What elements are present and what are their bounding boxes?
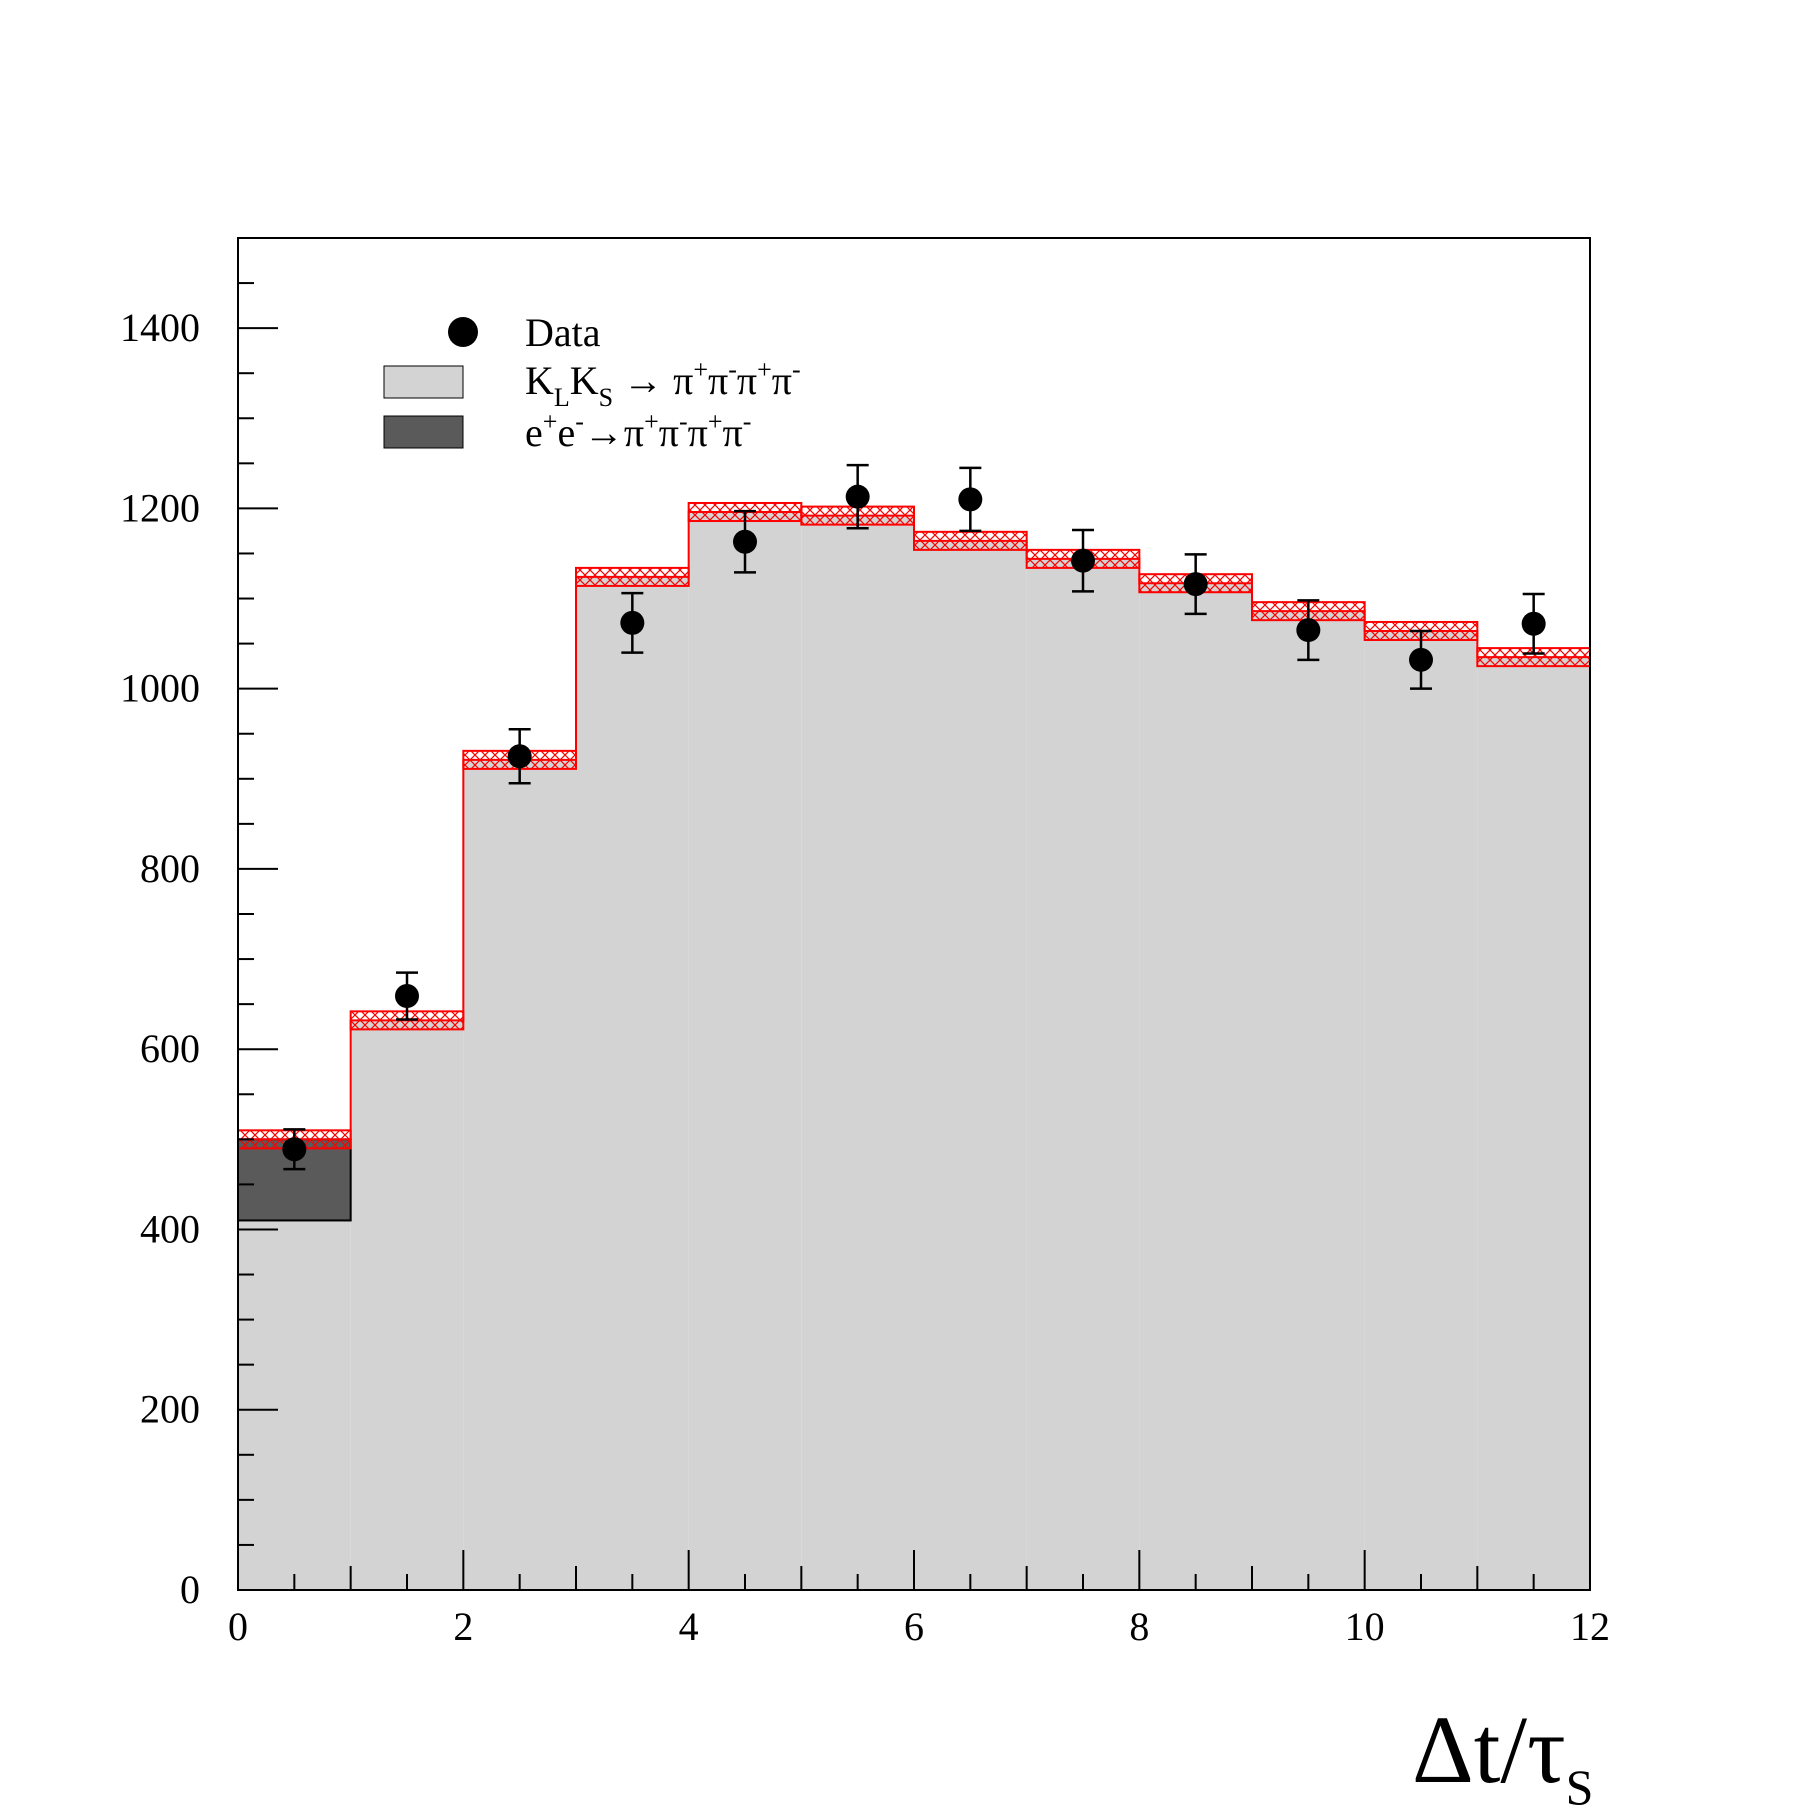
x-tick-label: 8 — [1129, 1604, 1149, 1649]
data-point — [1183, 572, 1208, 597]
data-points — [282, 463, 1546, 1171]
mc-bin — [801, 515, 914, 1591]
mc-step-line — [237, 511, 1590, 1590]
mc-bin — [914, 540, 1027, 1590]
y-tick-label: 0 — [180, 1567, 200, 1612]
x-axis-title: Δt/τS — [1412, 1696, 1593, 1812]
data-point — [1071, 548, 1095, 573]
x-tick-label: 12 — [1570, 1604, 1610, 1649]
x-axis: 0 2 4 6 8 10 12 — [228, 1550, 1610, 1649]
y-tick-label: 1200 — [120, 485, 200, 530]
legend-klks-label: KLKS → π+π-π+π- — [525, 355, 801, 412]
y-axis: 0 200 400 600 800 1000 1200 1400 — [120, 237, 278, 1612]
y-tick-label: 600 — [140, 1026, 200, 1071]
mc-bin — [1364, 630, 1478, 1590]
data-point — [282, 1137, 307, 1162]
mc-bin — [463, 759, 576, 1590]
legend-ee-swatch — [383, 415, 464, 449]
mc-bin — [1026, 558, 1140, 1590]
mc-bin — [576, 576, 689, 1590]
y-tick-label: 1000 — [120, 666, 200, 711]
x-tick-label: 6 — [904, 1604, 924, 1649]
y-tick-label: 800 — [140, 846, 200, 891]
mc-bin — [1252, 611, 1365, 1590]
mc-bin — [1477, 657, 1590, 1590]
legend-data-marker — [448, 317, 478, 347]
x-tick-label: 10 — [1345, 1604, 1385, 1649]
y-tick-label: 400 — [140, 1206, 200, 1251]
data-point — [958, 487, 983, 512]
legend-data-label: Data — [525, 310, 601, 355]
data-point — [1521, 611, 1546, 636]
data-point — [1409, 647, 1433, 672]
x-tick-label: 2 — [453, 1604, 473, 1649]
data-point — [733, 529, 757, 554]
data-point — [845, 484, 870, 509]
y-tick-label: 200 — [140, 1387, 200, 1432]
data-point — [395, 984, 419, 1009]
legend-klks-swatch — [383, 365, 464, 399]
mc-bin — [350, 1020, 464, 1590]
x-tick-label: 0 — [228, 1604, 248, 1649]
mc-bin — [1139, 583, 1252, 1590]
data-point — [1296, 618, 1321, 643]
y-tick-label: 1400 — [120, 305, 200, 350]
legend-ee-label: e+e-→π+π-π+π- — [525, 407, 751, 455]
data-point — [507, 744, 532, 769]
legend: Data KLKS → π+π-π+π- e+e-→π+π-π+π- — [383, 310, 801, 455]
data-point — [620, 610, 645, 635]
x-tick-label: 4 — [679, 1604, 699, 1649]
mc-bin — [688, 512, 802, 1590]
